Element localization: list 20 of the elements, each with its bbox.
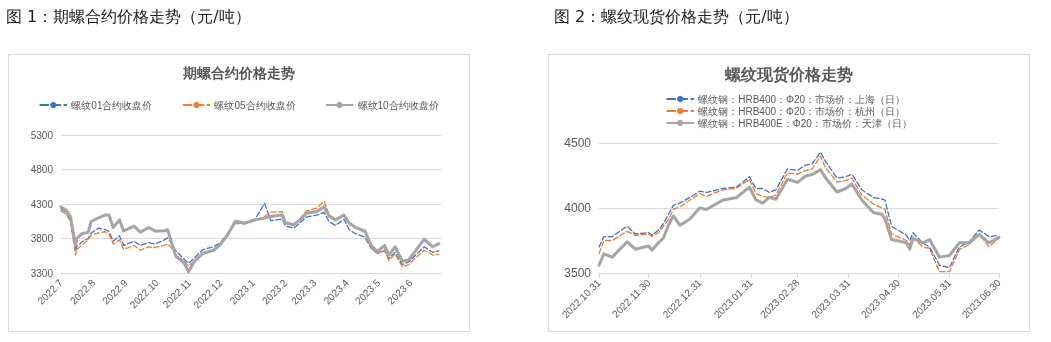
y-tick-label: 4500 <box>564 136 592 150</box>
chart-title: 图 1：期螺合约价格走势（元/吨） <box>5 6 252 28</box>
legend-label: 螺纹钢：HRB400：Φ20：市场价：上海（日） <box>698 93 906 105</box>
y-tick-label: 3500 <box>564 266 592 280</box>
y-tick-label: 4000 <box>564 201 592 215</box>
legend-label: 螺纹钢：HRB400E：Φ20：市场价：天津（日） <box>698 117 912 129</box>
y-tick-label: 4800 <box>30 164 54 175</box>
y-tick-label: 4300 <box>30 198 54 210</box>
chart-title: 图 2：螺纹现货价格走势（元/吨） <box>553 6 800 28</box>
legend-label: 螺纹10合约收盘价 <box>357 99 439 111</box>
y-tick-label: 5300 <box>30 129 54 141</box>
legend-label: 螺纹05合约收盘价 <box>214 99 296 111</box>
chart-subtitle: 螺纹现货价格走势 <box>724 65 853 84</box>
chart-subtitle: 期螺合约价格走势 <box>182 65 295 81</box>
y-tick-label: 3800 <box>30 233 54 244</box>
line-series <box>59 205 441 274</box>
legend-label: 螺纹01合约收盘价 <box>71 99 153 111</box>
y-tick-label: 3300 <box>30 267 54 279</box>
legend-label: 螺纹钢：HRB400：Φ20：市场价：杭州（日） <box>698 105 906 117</box>
line-series <box>597 168 1001 267</box>
